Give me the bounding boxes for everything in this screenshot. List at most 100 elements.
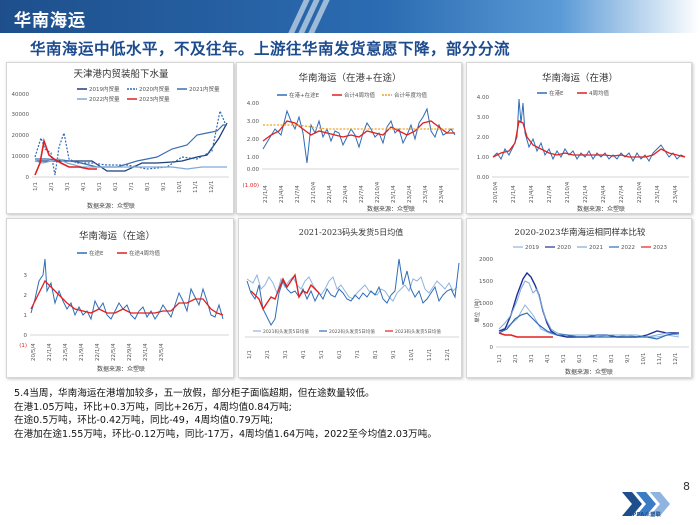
uppa-logo-icon	[622, 492, 670, 516]
y-tick: 20000	[12, 133, 30, 139]
x-tick: 6/1	[113, 182, 119, 191]
x-tick: 9/1	[391, 350, 397, 359]
x-axis-dates: 1/1 2/1 3/1 4/1 5/1 6/1 7/1 8/1 9/1 10/1…	[247, 349, 451, 361]
series-2019	[498, 304, 680, 338]
chart-title: 华南海运（在港+在途）	[299, 72, 402, 84]
series-year-avg	[263, 124, 455, 130]
summary-line: 在港1.05万吨，环比+0.3万吨，同比+26万，4周均值0.84万吨;	[14, 401, 292, 413]
series-2022	[498, 312, 680, 340]
y-tick: (1.00)	[242, 183, 259, 189]
svg-text:22/4/4: 22/4/4	[601, 185, 607, 203]
legend-item: 2023	[653, 245, 667, 251]
legend-item: 2022内贸量	[89, 95, 120, 103]
svg-text:23/1/4: 23/1/4	[391, 185, 397, 203]
legend-item: 2021	[589, 245, 603, 251]
legend-item: 2019	[525, 245, 539, 251]
svg-text:22/9/4: 22/9/4	[127, 343, 133, 361]
x-tick: 11/1	[427, 349, 433, 361]
y-tick: 10000	[12, 154, 30, 160]
svg-text:21/4/4: 21/4/4	[279, 185, 285, 203]
y-tick: 30000	[12, 112, 30, 118]
y-tick: 0.00	[477, 175, 490, 181]
series-2021	[498, 280, 680, 338]
svg-text:23/1/4: 23/1/4	[143, 343, 149, 361]
x-tick: 9/1	[625, 354, 631, 363]
series-port	[492, 98, 686, 163]
series-2023	[498, 332, 553, 338]
series-4week-avg	[492, 120, 686, 158]
chart-same-sample-comparison: 2020-2023华南海运相同样本比较 2019 2020 2021 2022 …	[466, 218, 692, 378]
legend-item: 2021码头发货5日均值	[263, 328, 309, 335]
x-axis-dates: 20/5/4 21/1/4 21/5/4 21/9/4 22/1/4 22/5/…	[31, 343, 165, 361]
series-total	[262, 107, 456, 164]
svg-text:21/10/4: 21/10/4	[565, 181, 571, 203]
x-tick: 3/1	[65, 182, 71, 191]
chart-title: 2020-2023华南海运相同样本比较	[514, 227, 646, 238]
x-tick: 1/1	[33, 182, 39, 191]
svg-text:23/5/4: 23/5/4	[159, 343, 165, 361]
chart-south-china-port: 华南海运（在港） 在港E 4周均值 4.00 3.00 2.00 1.00 0.…	[466, 62, 692, 214]
x-tick: 6/1	[337, 350, 343, 359]
series-4week-avg	[30, 279, 224, 316]
series-2023	[250, 273, 320, 311]
x-tick: 6/1	[577, 354, 583, 363]
chart-source: 数据来源：众塑联	[87, 202, 135, 210]
svg-text:21/1/4: 21/1/4	[47, 343, 53, 361]
logo-text: UPPA众塑联	[628, 512, 662, 518]
y-tick: 2	[24, 293, 28, 299]
chart-source: 数据来源：众塑联	[577, 205, 625, 213]
chart-south-china-transit: 华南海运（在途） 在途E 在途4周均值 3 2 1 0 (1) 20/5/4 2…	[6, 218, 234, 378]
svg-text:22/5/4: 22/5/4	[111, 343, 117, 361]
x-tick: 9/1	[161, 182, 167, 191]
y-tick: (1)	[19, 343, 27, 349]
svg-text:22/1/4: 22/1/4	[95, 343, 101, 361]
legend-item: 合计4周均值	[344, 91, 375, 99]
svg-text:23/1/4: 23/1/4	[655, 185, 661, 203]
summary-line: 5.4当周，华南海运在港增加较多，五一放假，部分柜子面临超期，但在途数量较低。	[14, 388, 375, 399]
svg-text:22/10/4: 22/10/4	[637, 181, 643, 203]
series-2021	[246, 273, 458, 302]
series-2020	[34, 108, 226, 176]
chart-source: 数据来源：众塑联	[565, 368, 613, 376]
chart-source: 数据来源：众塑联	[97, 365, 145, 373]
legend-item: 4周均值	[589, 89, 609, 97]
svg-text:21/4/4: 21/4/4	[529, 185, 535, 203]
legend-item: 在途E	[89, 249, 104, 257]
legend-item: 2020	[557, 245, 571, 251]
y-tick: 0	[24, 333, 28, 339]
x-tick: 7/1	[129, 182, 135, 191]
y-tick: 3	[24, 273, 28, 279]
x-axis-dates: 21/1/4 21/4/4 21/7/4 21/10/4 22/1/4 22/4…	[263, 181, 445, 203]
x-tick: 3/1	[529, 354, 535, 363]
svg-text:21/7/4: 21/7/4	[295, 185, 301, 203]
series-2020	[498, 271, 679, 338]
y-axis-label: 单位（吨）	[473, 295, 481, 323]
x-tick: 12/1	[673, 353, 679, 365]
y-tick: 40000	[12, 92, 30, 98]
x-tick: 5/1	[97, 182, 103, 191]
y-tick: 3.00	[477, 115, 490, 121]
summary-line: 在港加在途1.55万吨，环比-0.12万吨，同比-17万，4周均值1.64万吨，…	[14, 428, 437, 440]
svg-text:22/1/4: 22/1/4	[327, 185, 333, 203]
legend-item: 2021内贸量	[189, 85, 220, 93]
svg-text:22/7/4: 22/7/4	[359, 185, 365, 203]
x-tick: 12/1	[209, 181, 215, 193]
x-tick: 2/1	[49, 182, 55, 191]
series-2021	[35, 124, 227, 168]
series-2022	[246, 258, 460, 326]
headline: 华南海运中低水平，不及往年。上游往华南发货意愿下降，部分分流	[30, 40, 511, 58]
x-tick: 4/1	[545, 354, 551, 363]
x-tick: 11/1	[657, 353, 663, 365]
x-tick: 8/1	[145, 182, 151, 191]
legend-item: 2022码头发货5日均值	[329, 328, 375, 335]
svg-text:22/1/4: 22/1/4	[583, 185, 589, 203]
svg-text:22/4/4: 22/4/4	[343, 185, 349, 203]
chart-title: 天津港内贸装船下水量	[73, 68, 169, 80]
legend-item: 在途4周均值	[129, 249, 160, 257]
x-tick: 1/1	[497, 354, 503, 363]
svg-text:21/10/4: 21/10/4	[311, 181, 317, 203]
summary-text: 5.4当周，华南海运在港增加较多，五一放假，部分柜子面临超期，但在途数量较低。 …	[14, 387, 437, 441]
x-tick: 12/1	[445, 349, 451, 361]
y-tick: 1.00	[477, 155, 490, 161]
x-tick: 3/1	[283, 350, 289, 359]
